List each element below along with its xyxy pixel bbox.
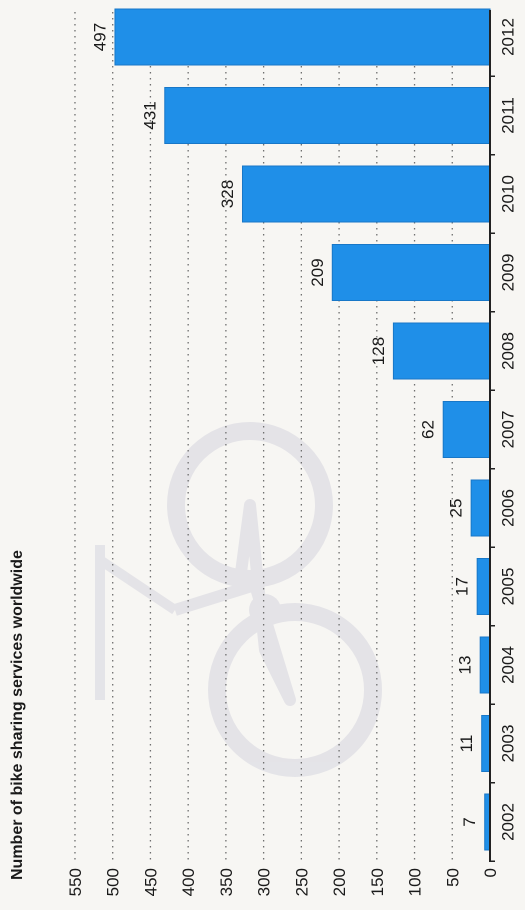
year-label-2011: 2011 bbox=[498, 97, 517, 134]
value-label-2009: 209 bbox=[308, 258, 327, 286]
tick-label: 300 bbox=[255, 868, 274, 896]
bar-2004 bbox=[479, 636, 491, 694]
year-label-2012: 2012 bbox=[498, 18, 517, 56]
value-label-2005: 17 bbox=[453, 577, 472, 596]
year-label-2010: 2010 bbox=[498, 175, 517, 213]
tick-label: 350 bbox=[217, 868, 236, 896]
bar-2003 bbox=[481, 715, 491, 772]
tick-label: 550 bbox=[66, 868, 85, 896]
value-label-2012: 497 bbox=[90, 23, 109, 51]
bar-2011 bbox=[164, 87, 491, 144]
tick-label: 250 bbox=[292, 868, 311, 896]
tick-label: 500 bbox=[104, 868, 123, 896]
year-label-2009: 2009 bbox=[498, 254, 517, 292]
bar-2005 bbox=[476, 558, 491, 615]
year-label-2008: 2008 bbox=[498, 332, 517, 370]
tick-label: 450 bbox=[141, 868, 160, 896]
value-label-2011: 431 bbox=[140, 101, 159, 129]
year-label-2007: 2007 bbox=[498, 411, 517, 449]
bar-2007 bbox=[442, 401, 491, 458]
bar-2010 bbox=[241, 165, 491, 223]
tick-label: 150 bbox=[368, 868, 387, 896]
tick-label: 50 bbox=[443, 868, 462, 887]
bicycle-watermark-icon bbox=[95, 422, 382, 777]
value-label-2007: 62 bbox=[419, 420, 438, 439]
bar-2008 bbox=[392, 322, 491, 380]
tick-label: 400 bbox=[179, 868, 198, 896]
tick-label: 0 bbox=[481, 868, 500, 877]
bar-2012 bbox=[114, 8, 491, 66]
bar-2009 bbox=[331, 244, 491, 301]
value-label-2002: 7 bbox=[460, 817, 479, 826]
year-label-2004: 2004 bbox=[498, 646, 517, 684]
tick-label: 200 bbox=[330, 868, 349, 896]
tick-label: 100 bbox=[406, 868, 425, 896]
bar-2006 bbox=[470, 479, 491, 537]
year-label-2005: 2005 bbox=[498, 568, 517, 606]
value-label-2010: 328 bbox=[218, 180, 237, 208]
value-label-2006: 25 bbox=[447, 499, 466, 518]
year-label-2006: 2006 bbox=[498, 489, 517, 527]
value-label-2003: 11 bbox=[457, 735, 476, 753]
year-label-2003: 2003 bbox=[498, 725, 517, 763]
year-label-2002: 2002 bbox=[498, 803, 517, 841]
value-label-2008: 128 bbox=[369, 337, 388, 365]
chart-title: Number of bike sharing services worldwid… bbox=[9, 550, 26, 880]
value-label-2004: 13 bbox=[456, 656, 475, 675]
